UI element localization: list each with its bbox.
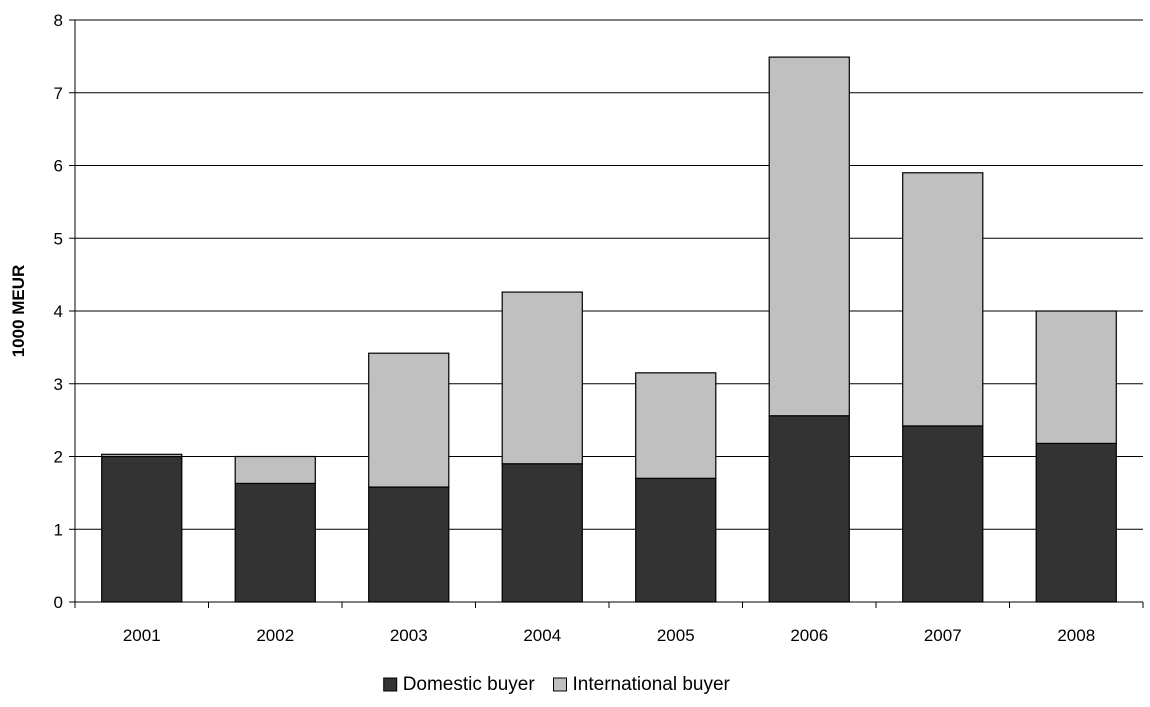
y-tick-label: 4 xyxy=(54,302,63,321)
bar-international-2005 xyxy=(635,372,717,479)
legend-swatch-international xyxy=(553,677,567,692)
bar-domestic-2001 xyxy=(101,455,183,603)
y-tick-label: 1 xyxy=(54,520,63,539)
y-tick-label: 0 xyxy=(54,593,63,612)
x-tick-label: 2005 xyxy=(657,626,695,645)
y-tick-labels: 0 1 2 3 4 5 6 7 8 xyxy=(54,11,63,612)
legend-label-domestic: Domestic buyer xyxy=(403,674,536,695)
bar-international-2001 xyxy=(101,453,183,458)
x-tick-label: 2003 xyxy=(390,626,428,645)
bar-international-2004 xyxy=(501,291,583,465)
x-tick-label: 2001 xyxy=(123,626,161,645)
x-tick-label: 2002 xyxy=(256,626,294,645)
x-tick-labels: 2001 2002 2003 2004 2005 2006 2007 2008 xyxy=(123,626,1095,645)
x-tick-label: 2006 xyxy=(790,626,828,645)
x-tick-label: 2008 xyxy=(1057,626,1095,645)
bar-domestic-2008 xyxy=(1035,442,1117,603)
bar-domestic-2005 xyxy=(635,477,717,603)
bars xyxy=(101,56,1117,603)
bar-international-2002 xyxy=(234,455,316,485)
y-tick-label: 7 xyxy=(54,84,63,103)
bar-international-2006 xyxy=(768,56,850,417)
y-axis-title: 1000 MEUR xyxy=(9,265,28,358)
bar-domestic-2003 xyxy=(368,486,450,603)
legend-swatch-domestic xyxy=(383,677,398,692)
y-tick-label: 8 xyxy=(54,11,63,30)
bar-international-2008 xyxy=(1035,310,1117,445)
y-tick-label: 3 xyxy=(54,375,63,394)
y-tick-label: 6 xyxy=(54,157,63,176)
x-tick-label: 2007 xyxy=(924,626,962,645)
bar-international-2003 xyxy=(368,352,450,488)
axes xyxy=(69,19,1144,608)
legend: Domestic buyer International buyer xyxy=(383,674,731,695)
bar-domestic-2006 xyxy=(768,415,850,603)
legend-label-international: International buyer xyxy=(573,674,731,695)
bar-international-2007 xyxy=(902,172,984,427)
bar-domestic-2004 xyxy=(501,463,583,603)
bar-domestic-2002 xyxy=(234,482,316,603)
y-tick-label: 2 xyxy=(54,448,63,467)
bar-domestic-2007 xyxy=(902,425,984,603)
y-tick-label: 5 xyxy=(54,229,63,248)
x-tick-label: 2004 xyxy=(523,626,561,645)
